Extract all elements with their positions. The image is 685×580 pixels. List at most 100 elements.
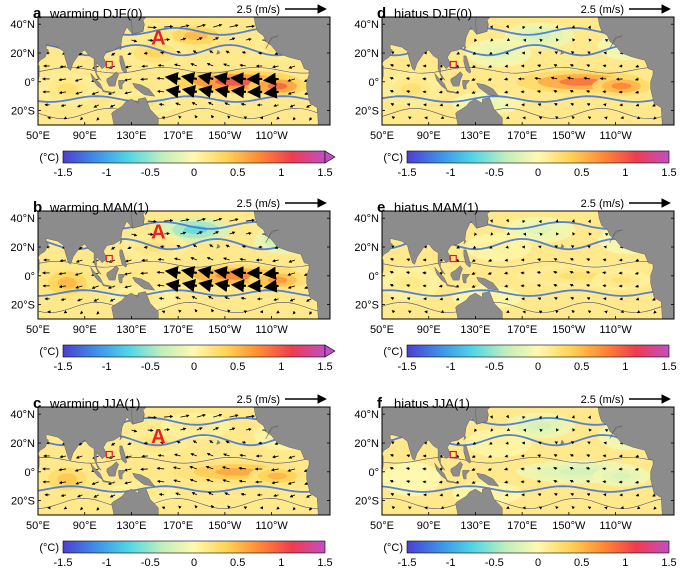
wind-arrow <box>161 506 166 510</box>
wind-arrow <box>225 440 230 444</box>
wind-arrow <box>175 102 181 106</box>
sst-anomaly-blob <box>215 467 258 476</box>
land-polygon <box>560 243 565 249</box>
land-polygon <box>434 463 448 481</box>
wind-arrow <box>164 219 174 223</box>
x-tick-label: 130°E <box>460 130 490 142</box>
wind-arrow <box>406 90 411 94</box>
wind-arrow <box>222 479 230 483</box>
wind-arrow <box>504 284 509 288</box>
wind-arrow <box>539 38 543 43</box>
wind-arrow <box>263 279 279 293</box>
x-tick-label: 50°E <box>370 324 394 336</box>
colorbar-tick-label: 1.5 <box>661 361 676 373</box>
wind-arrow <box>224 296 230 300</box>
wind-arrow <box>214 85 230 99</box>
wind-arrow <box>213 23 223 28</box>
wind-arrow <box>124 455 132 459</box>
wind-arrow <box>75 65 83 69</box>
wind-arrow <box>131 233 138 237</box>
wind-arrow <box>587 51 591 55</box>
colorbar-tick-label: 0 <box>535 361 541 373</box>
x-tick-label: 90°E <box>73 520 97 532</box>
wind-arrow <box>587 310 592 314</box>
wind-arrow <box>287 272 296 276</box>
wind-arrow <box>224 102 230 106</box>
wind-arrow <box>288 65 296 69</box>
wind-arrow <box>196 37 203 41</box>
land-polygon <box>216 243 221 249</box>
wind-arrow <box>287 285 296 289</box>
wind-arrow <box>209 244 214 248</box>
y-tick-label: 0° <box>368 77 379 89</box>
red-region-box <box>449 60 457 69</box>
wind-arrow <box>287 78 296 82</box>
wind-arrow <box>109 494 116 498</box>
colorbar-tick-label: 1.5 <box>661 167 676 179</box>
land-polygon <box>445 90 458 94</box>
wind-arrow <box>192 244 198 248</box>
wind-arrow <box>60 297 67 301</box>
contour-line <box>38 457 330 464</box>
wind-arrow <box>306 494 312 498</box>
wind-arrow <box>506 309 510 313</box>
wind-arrow <box>554 441 559 445</box>
wind-arrow <box>586 297 591 301</box>
wind-arrow <box>147 38 154 42</box>
wind-arrow <box>229 218 239 222</box>
anticyclone-label: A <box>151 426 165 448</box>
wind-arrow <box>207 492 214 496</box>
wind-arrow <box>572 428 576 432</box>
wind-arrow <box>181 85 198 98</box>
wind-arrow <box>487 467 492 471</box>
panel-letter: e <box>377 199 385 216</box>
wind-arrow <box>455 493 460 497</box>
colorbar-gradient <box>406 150 670 164</box>
colorbar-tick-label: -1.5 <box>54 167 73 179</box>
x-tick-label: 50°E <box>26 324 50 336</box>
wind-arrow <box>58 468 67 472</box>
wind-arrow <box>555 38 560 42</box>
wind-arrow <box>262 72 279 86</box>
wind-arrow <box>223 257 230 261</box>
wind-arrow <box>161 310 166 314</box>
colorbar-unit: (°C) <box>39 346 59 358</box>
wind-arrow <box>636 116 641 120</box>
x-tick-label: 170°E <box>507 520 537 532</box>
sst-anomaly-blob <box>528 225 552 235</box>
wind-arrow <box>229 231 236 235</box>
wind-arrow <box>58 78 67 82</box>
wind-arrow <box>309 311 313 315</box>
wind-arrow <box>213 413 223 418</box>
colorbar-tick-label: 0.5 <box>230 361 245 373</box>
wind-arrow <box>124 259 132 263</box>
wind-arrow <box>474 428 478 432</box>
x-tick-label: 130°E <box>460 324 490 336</box>
contour-line <box>382 108 674 119</box>
wind-arrow <box>440 115 445 119</box>
wind-arrow <box>553 480 558 484</box>
land-polygon <box>552 407 674 515</box>
colorbar-tick-label: -1 <box>446 557 456 569</box>
wind-arrow <box>140 271 148 275</box>
colorbar-tick-label: -1 <box>446 361 456 373</box>
wind-arrow <box>213 427 220 431</box>
wind-arrow <box>554 51 559 55</box>
land-polygon <box>119 55 128 74</box>
wind-arrow <box>555 116 559 120</box>
wind-arrow <box>271 468 279 472</box>
red-region-box <box>105 254 113 263</box>
wind-arrow <box>553 90 558 94</box>
land-polygon <box>131 17 147 35</box>
land-polygon <box>265 35 279 49</box>
wind-arrow <box>538 441 542 445</box>
wind-arrow <box>230 85 246 99</box>
colorbar-tick-label: -1.5 <box>398 361 417 373</box>
land-polygon <box>462 470 471 480</box>
red-region-box <box>105 450 113 459</box>
wind-arrow <box>306 298 312 302</box>
wind-arrow <box>635 454 640 458</box>
wind-arrow <box>229 414 239 418</box>
land-polygon <box>463 445 472 464</box>
wind-arrow <box>567 76 574 80</box>
